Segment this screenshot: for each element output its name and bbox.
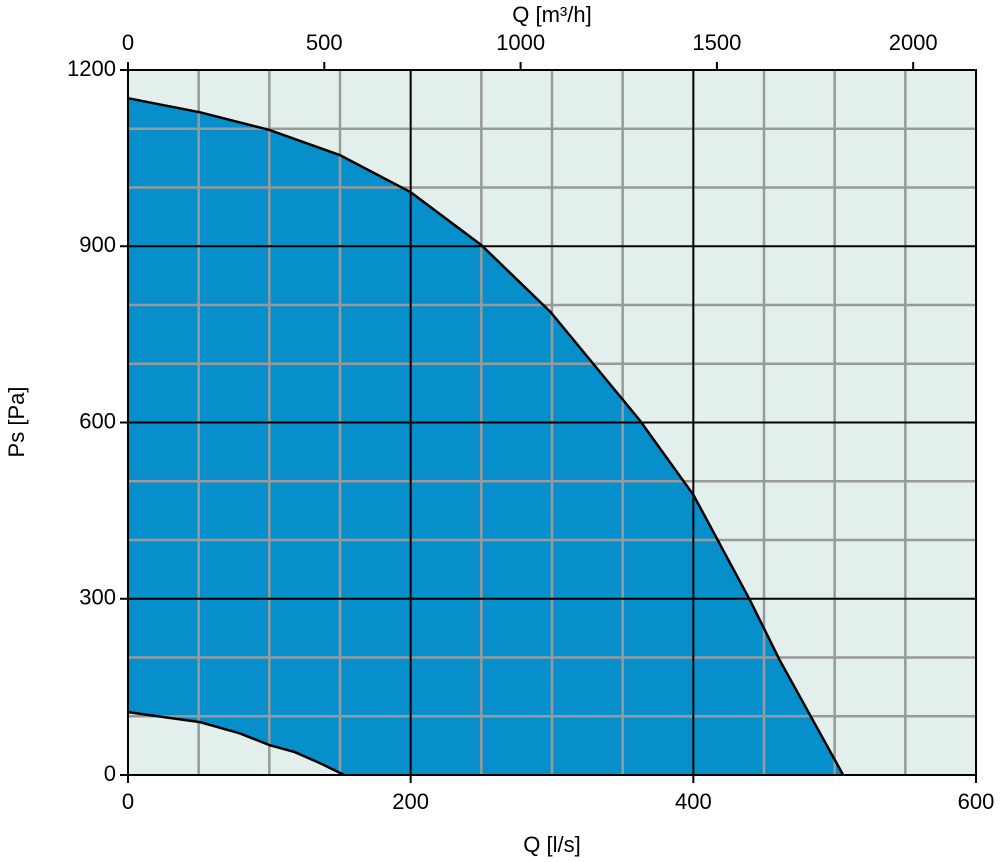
y-tick-label: 900 [79,232,116,257]
y-tick-label: 1200 [67,56,116,81]
area [128,98,844,775]
x-tick-label: 0 [122,789,134,814]
x2-tick-label: 500 [306,30,343,55]
y-tick-label: 0 [104,761,116,786]
y-tick-label: 300 [79,585,116,610]
plot-frame [127,69,977,776]
curve [127,96,845,776]
x2-tick-label: 1000 [496,30,545,55]
x-tick-label: 400 [675,789,712,814]
area [128,712,345,775]
x-tick-label: 200 [392,789,429,814]
x2-tick-label: 2000 [889,30,938,55]
curve [127,710,345,777]
y-axis-label: Ps [Pa] [4,387,29,458]
x2-tick-label: 1500 [692,30,741,55]
x-axis-label: Q [l/s] [523,832,580,857]
x2-tick-label: 0 [122,30,134,55]
x-tick-label: 600 [958,789,995,814]
x2-axis-label: Q [m³/h] [512,2,591,27]
y-tick-label: 600 [79,408,116,433]
